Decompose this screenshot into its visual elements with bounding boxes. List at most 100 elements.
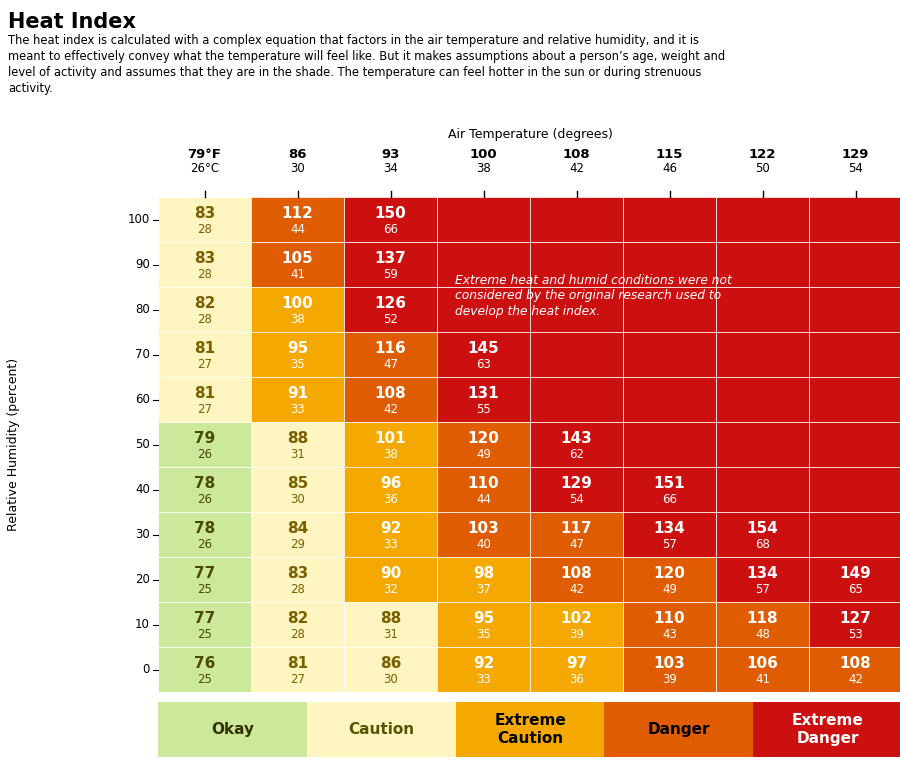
Text: 29: 29: [290, 538, 305, 551]
Text: 96: 96: [380, 476, 401, 491]
Text: 108: 108: [840, 656, 871, 671]
Text: 82: 82: [287, 611, 308, 626]
Bar: [158, 377, 251, 422]
Bar: [251, 197, 344, 242]
Text: 143: 143: [561, 431, 592, 446]
Bar: [251, 242, 344, 287]
Text: 92: 92: [380, 521, 401, 536]
Bar: [344, 197, 437, 242]
Text: 115: 115: [656, 148, 683, 161]
Text: 70: 70: [135, 348, 150, 361]
Text: 28: 28: [197, 223, 211, 236]
Text: 27: 27: [197, 404, 212, 416]
Text: 93: 93: [382, 148, 400, 161]
Bar: [437, 512, 530, 557]
Text: 32: 32: [383, 584, 398, 596]
Text: 110: 110: [468, 476, 500, 491]
Text: 40: 40: [476, 538, 491, 551]
Bar: [623, 512, 716, 557]
Text: 35: 35: [476, 628, 491, 641]
Text: 81: 81: [287, 656, 308, 671]
Bar: [809, 647, 900, 692]
Text: Okay: Okay: [211, 722, 254, 737]
Bar: [344, 602, 437, 647]
Bar: [158, 422, 251, 467]
Text: 80: 80: [135, 303, 150, 316]
Bar: [158, 242, 251, 287]
Text: 35: 35: [290, 358, 305, 371]
Text: Extreme
Caution: Extreme Caution: [494, 714, 566, 746]
Text: 59: 59: [383, 268, 398, 281]
Text: 103: 103: [653, 656, 686, 671]
Text: 66: 66: [662, 494, 677, 506]
Bar: [158, 702, 307, 757]
Text: 83: 83: [194, 206, 215, 221]
Text: 39: 39: [569, 628, 584, 641]
Text: 25: 25: [197, 674, 211, 687]
Text: 46: 46: [662, 162, 677, 175]
Text: 126: 126: [374, 296, 407, 311]
Bar: [158, 557, 251, 602]
Bar: [623, 557, 716, 602]
Bar: [158, 197, 251, 242]
Text: 110: 110: [653, 611, 685, 626]
Bar: [158, 512, 251, 557]
Text: 49: 49: [476, 448, 491, 461]
Bar: [158, 467, 251, 512]
Bar: [344, 287, 437, 332]
Bar: [344, 332, 437, 377]
Text: 95: 95: [472, 611, 494, 626]
Text: 55: 55: [476, 404, 491, 416]
Text: 86: 86: [380, 656, 401, 671]
Text: Air Temperature (degrees): Air Temperature (degrees): [447, 128, 612, 141]
Text: 0: 0: [142, 663, 150, 676]
Text: 38: 38: [383, 448, 398, 461]
Text: 27: 27: [290, 674, 305, 687]
Text: 26°C: 26°C: [190, 162, 219, 175]
Text: 81: 81: [194, 386, 215, 401]
Bar: [623, 647, 716, 692]
Text: 36: 36: [383, 494, 398, 506]
Text: 118: 118: [747, 611, 778, 626]
Bar: [437, 557, 530, 602]
Text: level of activity and assumes that they are in the shade. The temperature can fe: level of activity and assumes that they …: [8, 66, 701, 79]
Text: 97: 97: [566, 656, 587, 671]
Text: 40: 40: [135, 483, 150, 496]
Text: 108: 108: [374, 386, 407, 401]
Text: 30: 30: [135, 528, 150, 541]
Text: 25: 25: [197, 584, 211, 596]
Text: 108: 108: [561, 566, 592, 581]
Bar: [530, 602, 623, 647]
Text: 86: 86: [288, 148, 307, 161]
Text: 30: 30: [383, 674, 398, 687]
Text: 95: 95: [287, 341, 308, 356]
Bar: [251, 512, 344, 557]
Text: Heat Index: Heat Index: [8, 12, 136, 32]
Bar: [251, 377, 344, 422]
Text: The heat index is calculated with a complex equation that factors in the air tem: The heat index is calculated with a comp…: [8, 34, 699, 47]
Text: 34: 34: [383, 162, 398, 175]
Text: 102: 102: [561, 611, 592, 626]
Text: 154: 154: [747, 521, 778, 536]
Bar: [716, 647, 809, 692]
Text: 44: 44: [290, 223, 305, 236]
Text: 33: 33: [383, 538, 398, 551]
Bar: [623, 602, 716, 647]
Text: 41: 41: [755, 674, 770, 687]
Text: 116: 116: [374, 341, 407, 356]
Text: 68: 68: [755, 538, 770, 551]
Text: Extreme heat and humid conditions were not
considered by the original research u: Extreme heat and humid conditions were n…: [455, 275, 732, 318]
Text: 151: 151: [653, 476, 685, 491]
Text: 38: 38: [476, 162, 491, 175]
Text: 83: 83: [287, 566, 308, 581]
Text: 100: 100: [128, 213, 150, 226]
Text: 134: 134: [653, 521, 686, 536]
Text: 42: 42: [383, 404, 398, 416]
Text: 88: 88: [287, 431, 308, 446]
Text: 145: 145: [468, 341, 500, 356]
Text: 47: 47: [569, 538, 584, 551]
Text: 103: 103: [468, 521, 500, 536]
Bar: [344, 377, 437, 422]
Text: 150: 150: [374, 206, 407, 221]
Text: 100: 100: [282, 296, 313, 311]
